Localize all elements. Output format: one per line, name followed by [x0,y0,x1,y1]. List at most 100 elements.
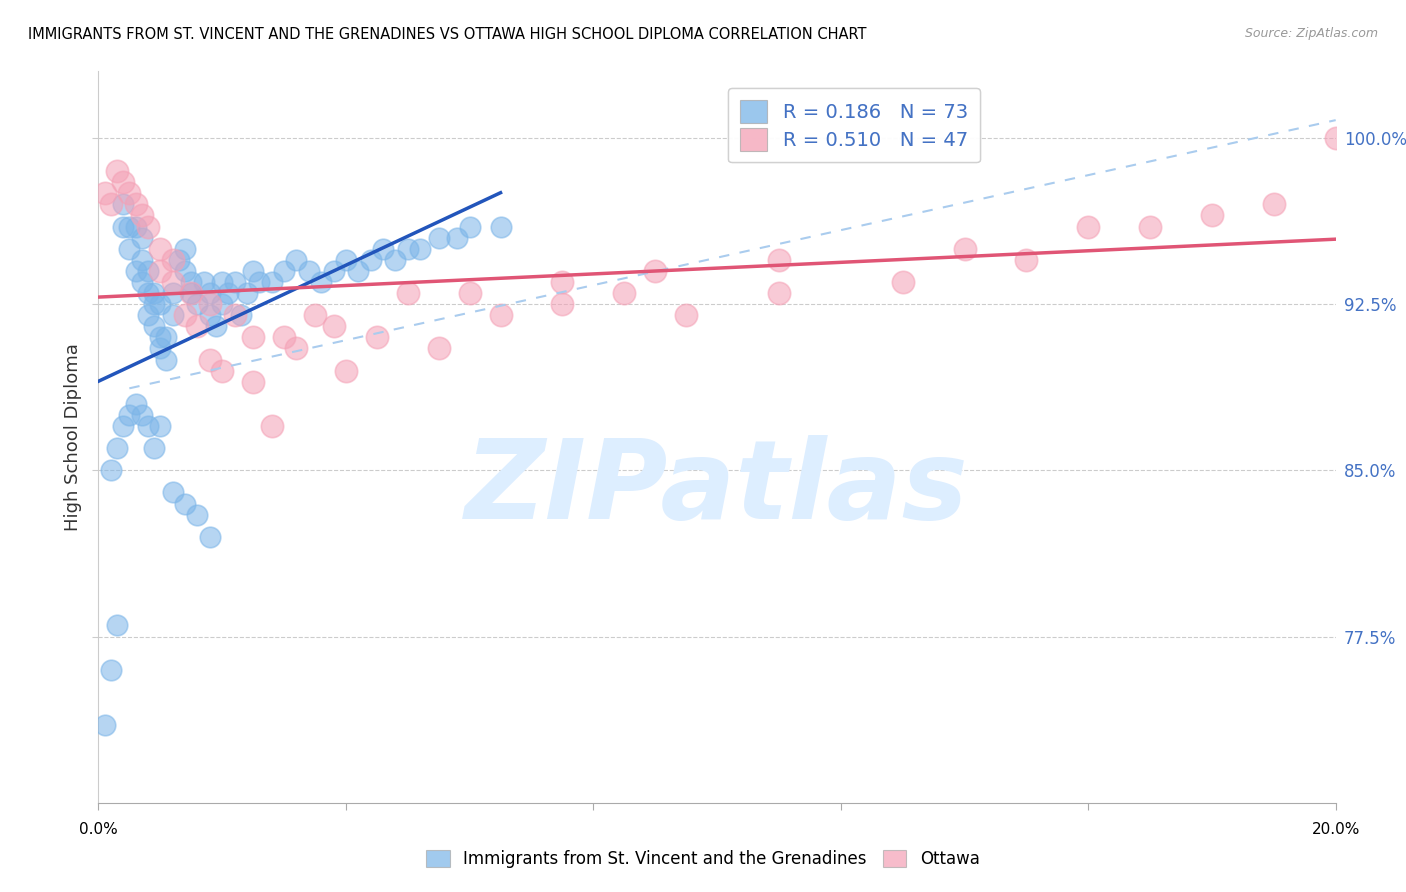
Point [186,508,208,522]
Point [644,264,666,278]
Point [162,285,184,300]
Point [162,252,184,267]
Point [198,352,221,367]
Point [174,497,197,511]
Point [335,363,357,377]
Point [143,441,166,455]
Text: 20.0%: 20.0% [1312,822,1360,837]
Point [162,308,184,322]
Point [273,264,295,278]
Point [143,285,166,300]
Point [260,275,283,289]
Point [143,319,166,334]
Point [304,308,326,322]
Point [186,319,208,334]
Point [131,209,153,223]
Point [205,319,228,334]
Point [260,419,283,434]
Point [1077,219,1099,234]
Point [409,242,432,256]
Point [162,275,184,289]
Point [768,285,790,300]
Point [360,252,382,267]
Point [1201,209,1223,223]
Point [118,219,141,234]
Point [162,485,184,500]
Point [247,275,270,289]
Point [174,264,197,278]
Point [93,186,115,201]
Point [193,275,215,289]
Point [458,219,481,234]
Point [953,242,976,256]
Point [211,297,233,311]
Point [105,441,128,455]
Point [211,275,233,289]
Point [180,275,202,289]
Point [149,330,172,344]
Point [396,285,419,300]
Point [198,285,221,300]
Point [112,419,135,434]
Point [105,164,128,178]
Point [105,618,128,632]
Point [174,308,197,322]
Point [551,297,574,311]
Point [229,308,252,322]
Point [186,297,208,311]
Point [285,342,308,356]
Point [198,297,221,311]
Point [136,419,159,434]
Point [136,285,159,300]
Point [124,197,146,211]
Point [131,230,153,244]
Point [149,297,172,311]
Point [124,397,146,411]
Point [427,342,450,356]
Point [143,297,166,311]
Point [131,275,153,289]
Point [1263,197,1285,211]
Point [366,330,388,344]
Point [149,342,172,356]
Point [371,242,394,256]
Point [100,463,122,477]
Point [112,197,135,211]
Point [118,186,141,201]
Point [217,285,239,300]
Point [489,308,512,322]
Point [768,252,790,267]
Point [347,264,370,278]
Point [335,252,357,267]
Point [211,363,233,377]
Point [285,252,308,267]
Point [1139,219,1161,234]
Point [100,663,122,677]
Point [675,308,697,322]
Point [298,264,321,278]
Point [100,197,122,211]
Point [155,330,177,344]
Text: Source: ZipAtlas.com: Source: ZipAtlas.com [1244,27,1378,40]
Point [174,242,197,256]
Point [242,330,264,344]
Point [118,408,141,422]
Y-axis label: High School Diploma: High School Diploma [63,343,82,531]
Point [131,252,153,267]
Point [613,285,636,300]
Point [427,230,450,244]
Point [242,264,264,278]
Point [446,230,468,244]
Point [198,308,221,322]
Point [198,530,221,544]
Point [224,308,246,322]
Point [551,275,574,289]
Point [224,275,246,289]
Point [112,175,135,189]
Point [149,264,172,278]
Point [131,408,153,422]
Point [489,219,512,234]
Point [309,275,332,289]
Point [396,242,419,256]
Text: 0.0%: 0.0% [79,822,118,837]
